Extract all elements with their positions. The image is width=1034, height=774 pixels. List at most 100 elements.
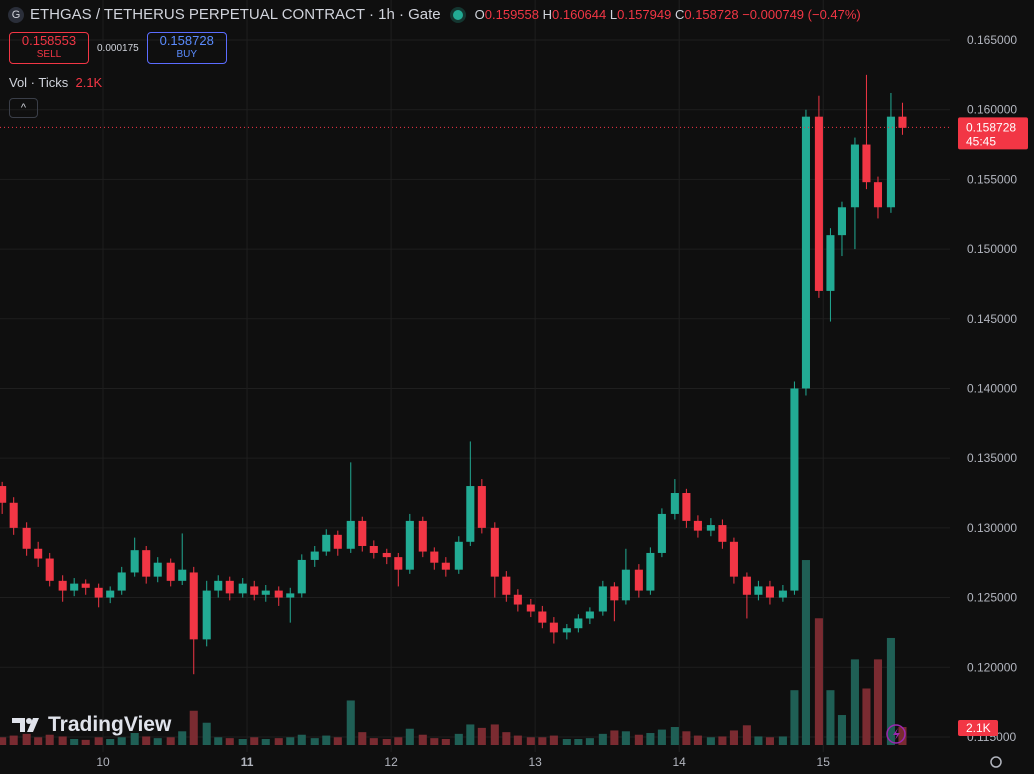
candle-body: [166, 562, 175, 581]
sell-button[interactable]: 0.158553 SELL: [9, 32, 89, 64]
price-layer: [0, 74, 907, 675]
volume-bar: [634, 734, 643, 745]
o-label: O: [474, 7, 485, 22]
candle-body: [585, 611, 594, 619]
candle-body: [477, 486, 486, 528]
candle-body: [106, 590, 115, 598]
candle-body: [646, 552, 655, 591]
candle-body: [45, 558, 54, 581]
price-badge: [958, 117, 1028, 150]
volume-layer: [0, 560, 907, 745]
volume-bar: [358, 732, 367, 745]
candle-body: [333, 534, 342, 549]
settings-icon: [990, 756, 1002, 768]
volume-bar: [574, 739, 583, 745]
volume-bar: [657, 729, 666, 745]
candle-body: [441, 562, 450, 570]
volume-bar: [585, 738, 594, 745]
candle-body: [898, 116, 907, 128]
candle-body: [790, 388, 799, 591]
candle-body: [693, 520, 702, 531]
trade-panel: 0.158553 SELL 0.000175 0.158728 BUY: [9, 32, 227, 64]
volume-bar: [562, 739, 571, 745]
volume-bar: [297, 734, 306, 745]
candle-body: [22, 527, 31, 549]
candle-body: [405, 520, 414, 570]
volume-bar: [153, 738, 162, 745]
volume-bar: [310, 738, 319, 745]
candle-body: [574, 618, 583, 629]
candle-body: [238, 583, 247, 594]
y-tick-label: 0.155000: [967, 172, 1017, 186]
ohlc: O0.159558 H0.160644 L0.157949 C0.158728 …: [475, 7, 861, 22]
volume-bar: [22, 733, 31, 745]
volume-bar: [466, 724, 475, 745]
volume-bar: [94, 737, 103, 745]
header: G ETHGAS / TETHERUS PERPETUAL CONTRACT ·…: [8, 6, 861, 23]
buy-button[interactable]: 0.158728 BUY: [146, 32, 227, 64]
volume-bar: [250, 737, 259, 745]
volume-bar: [742, 725, 751, 745]
candle-body: [58, 580, 67, 591]
candle-body: [430, 551, 439, 563]
volume-legend: Vol · Ticks 2.1K: [9, 75, 102, 90]
volume-bar: [826, 690, 835, 745]
volume-bar: [670, 727, 679, 745]
volume-title: Vol · Ticks: [9, 75, 69, 90]
price-badge-value: 0.158728: [966, 120, 1016, 134]
candle-body: [850, 144, 859, 208]
volume-badge: [958, 720, 998, 736]
h-label: H: [542, 7, 553, 22]
candle-body: [382, 552, 391, 558]
volume-bar: [225, 738, 234, 745]
volume-bar: [513, 735, 522, 745]
volume-bar: [238, 739, 247, 745]
candle-body: [70, 583, 79, 591]
y-tick-label: 0.140000: [967, 381, 1017, 395]
volume-bar: [45, 734, 54, 745]
buy-label: BUY: [176, 49, 197, 60]
volume-bar: [34, 737, 43, 745]
candle-body: [682, 493, 691, 521]
candle-body: [729, 541, 738, 577]
c-label: C: [674, 7, 685, 22]
symbol-title[interactable]: ETHGAS / TETHERUS PERPETUAL CONTRACT · 1…: [30, 6, 441, 23]
brand-name: TradingView: [48, 713, 172, 736]
volume-bar: [610, 730, 619, 745]
volume-bar: [682, 731, 691, 745]
y-tick-label: 0.135000: [967, 451, 1017, 465]
x-tick-label: 13: [528, 755, 542, 769]
candle-body: [837, 207, 846, 236]
volume-bar: [778, 736, 787, 745]
volume-bar: [549, 735, 558, 745]
volume-bar: [646, 733, 655, 745]
volume-bar: [369, 738, 378, 745]
candle-body: [117, 572, 126, 591]
c-value: 0.158728: [684, 7, 739, 22]
market-status: [452, 9, 463, 20]
candle-body: [801, 116, 810, 389]
volume-bar: [81, 739, 90, 745]
volume-bar: [850, 659, 859, 745]
candle-body: [610, 586, 619, 601]
collapse-button[interactable]: ^: [9, 98, 38, 118]
volume-bar: [142, 736, 151, 745]
candle-body: [81, 583, 90, 588]
volume-bar: [394, 737, 403, 745]
candle-body: [754, 586, 763, 595]
candle-body: [598, 586, 607, 612]
candle-body: [310, 551, 319, 560]
volume-bar: [538, 737, 547, 745]
volume-bar: [477, 727, 486, 745]
x-tick-label: 15: [817, 755, 831, 769]
volume-bar: [189, 710, 198, 745]
candle-body: [9, 502, 18, 528]
volume-bar: [117, 737, 126, 745]
candle-body: [670, 493, 679, 514]
volume-bar: [621, 731, 630, 745]
buy-price: 0.158728: [159, 33, 214, 48]
price-badge-countdown: 45:45: [966, 134, 996, 148]
candle-body: [778, 590, 787, 598]
candle-body: [286, 593, 295, 598]
